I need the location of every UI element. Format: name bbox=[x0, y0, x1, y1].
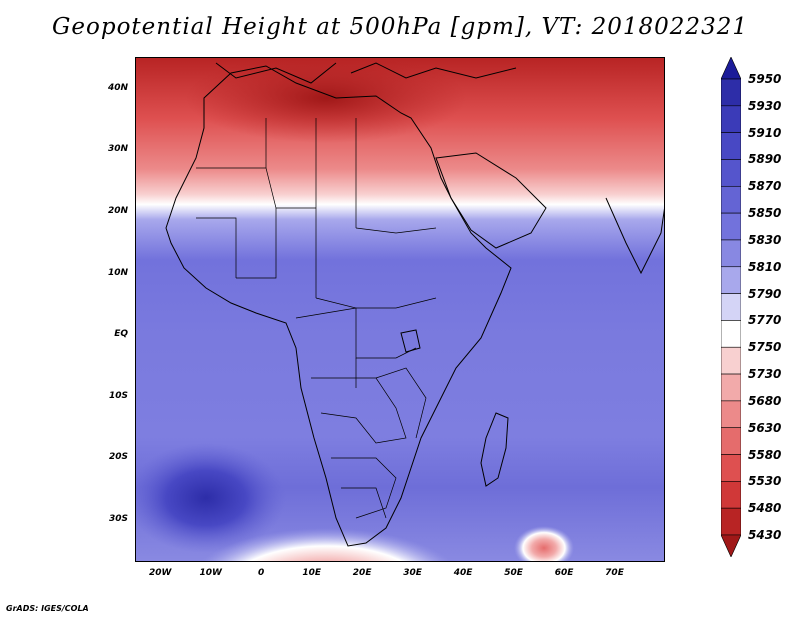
colorbar-level-label: 5530 bbox=[748, 474, 782, 489]
lon-label: 70E bbox=[605, 568, 624, 578]
colorbar-swatch bbox=[721, 212, 741, 241]
coastlines bbox=[165, 62, 664, 547]
colorbar-swatch bbox=[721, 320, 741, 348]
lat-label: 40N bbox=[107, 82, 128, 93]
lon-label: 40E bbox=[453, 568, 473, 578]
lon-label: 20E bbox=[352, 568, 372, 578]
grads-credit: GrADS: IGES/COLA bbox=[6, 604, 89, 613]
lon-label: 10W bbox=[199, 568, 222, 578]
colorbar-swatch bbox=[721, 239, 741, 268]
colorbar-swatch bbox=[721, 293, 741, 321]
colorbar-level-label: 5810 bbox=[748, 259, 782, 274]
lat-label: 10S bbox=[108, 390, 128, 401]
colorbar-swatch bbox=[721, 373, 741, 402]
colorbar-top-arrow bbox=[721, 57, 741, 80]
madagascar-coastline bbox=[480, 412, 509, 487]
india-coastline bbox=[605, 197, 664, 275]
colorbar-level-label: 5680 bbox=[748, 393, 782, 408]
colorbar-swatch bbox=[721, 105, 741, 133]
colorbar-swatch bbox=[721, 454, 741, 482]
lat-label: 20N bbox=[107, 205, 128, 216]
colorbar-swatch bbox=[721, 185, 741, 214]
map-plot bbox=[135, 57, 665, 562]
colorbar-swatch bbox=[721, 427, 741, 455]
map-title: Geopotential Height at 500hPa [gpm], VT:… bbox=[52, 14, 748, 40]
lat-label: 30S bbox=[108, 513, 128, 524]
colorbar-swatch bbox=[721, 159, 741, 187]
lon-label: 10E bbox=[302, 568, 321, 578]
colorbar-swatch bbox=[721, 481, 741, 509]
colorbar-swatch bbox=[721, 132, 741, 160]
colorbar-level-label: 5870 bbox=[748, 179, 782, 194]
colorbar-swatch bbox=[721, 346, 741, 375]
lat-label: 20S bbox=[108, 452, 128, 463]
geopotential-field bbox=[136, 58, 664, 561]
lon-label: 50E bbox=[504, 568, 523, 578]
colorbar-swatch bbox=[721, 266, 741, 294]
colorbar-level-label: 5480 bbox=[748, 501, 782, 516]
colorbar-level-label: 5730 bbox=[748, 367, 782, 382]
lake-victoria bbox=[400, 329, 421, 353]
lon-label: 0 bbox=[258, 568, 265, 578]
colorbar-swatch bbox=[721, 507, 741, 536]
colorbar-swatch bbox=[721, 400, 741, 429]
colorbar-level-label: 5630 bbox=[748, 420, 782, 435]
lat-label: 30N bbox=[107, 144, 128, 155]
colorbar-level-label: 5850 bbox=[748, 206, 782, 221]
colorbar-level-label: 5910 bbox=[748, 125, 782, 140]
colorbar-level-label: 5790 bbox=[748, 286, 782, 301]
colorbar-level-label: 5890 bbox=[748, 152, 782, 167]
colorbar-level-label: 5580 bbox=[748, 447, 782, 462]
colorbar-swatch bbox=[721, 78, 741, 107]
colorbar-level-label: 5950 bbox=[748, 72, 782, 86]
mediterranean-coast bbox=[215, 62, 517, 84]
colorbar-level-label: 5770 bbox=[748, 313, 782, 328]
country-borders bbox=[196, 118, 437, 519]
colorbar-level-label: 5830 bbox=[748, 232, 782, 247]
lon-label: 30E bbox=[403, 568, 422, 578]
africa-coastline bbox=[165, 65, 512, 547]
lon-label: 60E bbox=[554, 568, 574, 578]
colorbar-level-label: 5430 bbox=[748, 528, 782, 542]
colorbar-bottom-arrow bbox=[721, 534, 741, 557]
lat-label: EQ bbox=[114, 329, 128, 340]
colorbar bbox=[721, 57, 741, 557]
arabia-coastline bbox=[435, 152, 547, 249]
lon-label: 20W bbox=[149, 568, 172, 578]
lat-label: 10N bbox=[107, 267, 128, 278]
colorbar-level-label: 5930 bbox=[748, 98, 782, 113]
colorbar-level-label: 5750 bbox=[748, 340, 782, 355]
